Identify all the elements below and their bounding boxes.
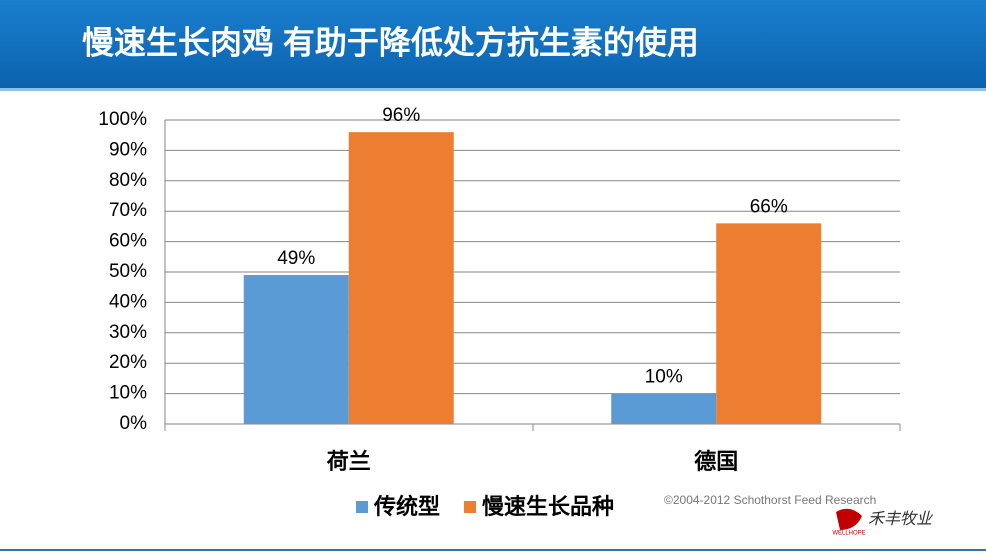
y-tick-label: 100% xyxy=(98,109,147,130)
legend-swatch xyxy=(356,501,368,513)
y-tick-label: 80% xyxy=(109,170,147,191)
value-label: 96% xyxy=(382,105,420,126)
title-bar xyxy=(0,0,986,88)
value-label: 10% xyxy=(645,367,683,388)
y-tick-label: 30% xyxy=(109,322,147,343)
y-tick-label: 20% xyxy=(109,352,147,373)
x-tick-label: 德国 xyxy=(694,449,738,474)
copyright: ©2004-2012 Schothorst Feed Research xyxy=(664,493,876,507)
y-tick-label: 40% xyxy=(109,291,147,312)
value-label: 66% xyxy=(750,196,788,217)
y-tick-label: 70% xyxy=(109,200,147,221)
bar xyxy=(348,132,454,424)
legend-swatch xyxy=(464,501,477,513)
bar xyxy=(611,393,717,424)
bar xyxy=(716,223,822,424)
legend-label: 慢速生长品种 xyxy=(482,494,614,519)
slide-title: 慢速生长肉鸡 有助于降低处方抗生素的使用 xyxy=(82,24,699,60)
logo-mark xyxy=(836,508,862,530)
value-label: 49% xyxy=(277,248,315,269)
logo-text: 禾丰牧业 xyxy=(868,510,934,528)
bar xyxy=(243,275,349,424)
logo-sub: WELLHOPE xyxy=(832,531,865,537)
y-tick-label: 0% xyxy=(120,413,148,434)
y-tick-label: 60% xyxy=(109,231,147,252)
y-tick-label: 10% xyxy=(109,383,147,404)
title-rule xyxy=(0,88,986,91)
legend-label: 传统型 xyxy=(373,494,440,519)
y-tick-label: 90% xyxy=(109,139,147,160)
x-tick-label: 荷兰 xyxy=(327,449,371,474)
y-tick-label: 50% xyxy=(109,261,147,282)
